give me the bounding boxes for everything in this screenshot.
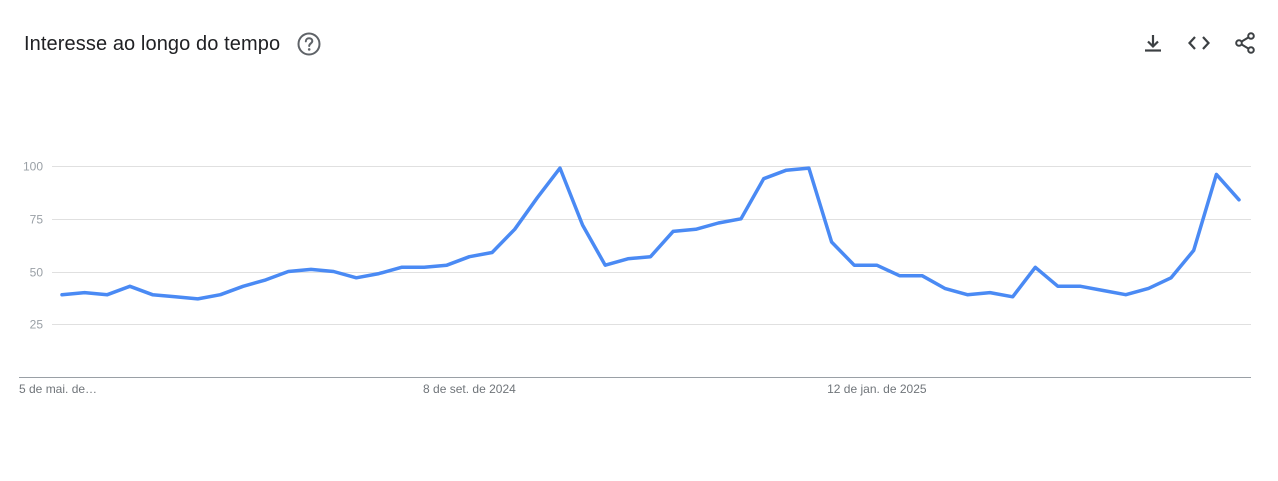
download-icon[interactable] — [1140, 30, 1166, 56]
series-line — [60, 166, 1241, 301]
y-tick-label: 100 — [23, 160, 43, 174]
chart-title: Interesse ao longo do tempo — [24, 32, 281, 55]
y-tick-label: 50 — [30, 266, 44, 280]
chart-header: Interesse ao longo do tempo — [24, 28, 322, 60]
y-tick-label: 25 — [30, 318, 44, 332]
x-tick-label: 12 de jan. de 2025 — [827, 382, 927, 396]
share-icon[interactable] — [1232, 30, 1258, 56]
help-circle-icon[interactable] — [296, 31, 322, 57]
y-tick-label: 75 — [30, 213, 44, 227]
chart-actions — [1140, 30, 1258, 56]
x-tick-label: 8 de set. de 2024 — [423, 382, 516, 396]
code-embed-icon[interactable] — [1186, 30, 1212, 56]
x-tick-label: 5 de mai. de… — [19, 382, 97, 396]
